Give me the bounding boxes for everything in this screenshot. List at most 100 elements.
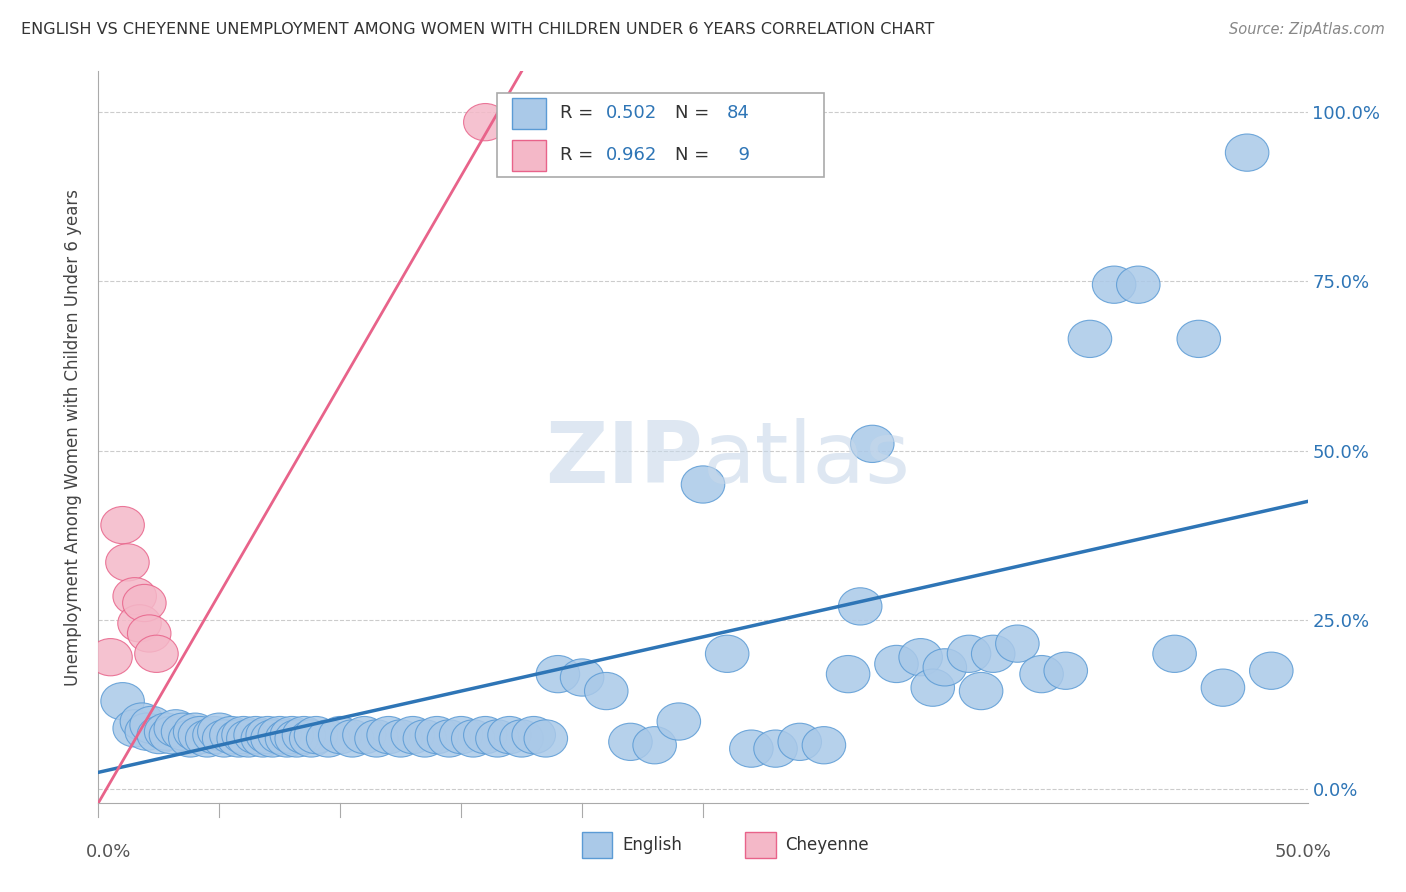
Ellipse shape <box>995 625 1039 662</box>
Ellipse shape <box>354 720 398 757</box>
Ellipse shape <box>367 716 411 754</box>
Ellipse shape <box>1019 656 1063 693</box>
Ellipse shape <box>173 713 217 750</box>
Ellipse shape <box>440 716 482 754</box>
Ellipse shape <box>778 723 821 761</box>
Ellipse shape <box>730 730 773 767</box>
Ellipse shape <box>283 716 326 754</box>
Ellipse shape <box>120 703 163 740</box>
Ellipse shape <box>827 656 870 693</box>
Ellipse shape <box>1092 266 1136 303</box>
Ellipse shape <box>319 716 361 754</box>
FancyBboxPatch shape <box>498 94 824 178</box>
Ellipse shape <box>959 673 1002 710</box>
Ellipse shape <box>657 703 700 740</box>
Ellipse shape <box>259 716 301 754</box>
Ellipse shape <box>290 720 333 757</box>
Ellipse shape <box>226 720 270 757</box>
Ellipse shape <box>330 720 374 757</box>
Ellipse shape <box>754 730 797 767</box>
Ellipse shape <box>1177 320 1220 358</box>
Ellipse shape <box>1201 669 1244 706</box>
Text: 0.0%: 0.0% <box>86 843 132 861</box>
Ellipse shape <box>464 103 508 141</box>
FancyBboxPatch shape <box>512 140 546 170</box>
Ellipse shape <box>1250 652 1294 690</box>
Text: N =: N = <box>675 146 710 164</box>
FancyBboxPatch shape <box>512 98 546 128</box>
Text: 0.502: 0.502 <box>606 104 658 122</box>
Ellipse shape <box>524 720 568 757</box>
Ellipse shape <box>276 720 319 757</box>
Ellipse shape <box>1153 635 1197 673</box>
Text: 9: 9 <box>727 146 751 164</box>
Ellipse shape <box>1069 320 1112 358</box>
Ellipse shape <box>948 635 991 673</box>
Ellipse shape <box>233 716 277 754</box>
Ellipse shape <box>179 716 222 754</box>
Ellipse shape <box>186 720 229 757</box>
Ellipse shape <box>561 659 603 696</box>
Ellipse shape <box>307 720 350 757</box>
Ellipse shape <box>198 713 240 750</box>
Ellipse shape <box>145 713 188 750</box>
Ellipse shape <box>682 466 724 503</box>
Ellipse shape <box>1045 652 1087 690</box>
Text: 0.962: 0.962 <box>606 146 658 164</box>
Ellipse shape <box>475 720 519 757</box>
Ellipse shape <box>609 723 652 761</box>
Ellipse shape <box>512 716 555 754</box>
Ellipse shape <box>924 648 966 686</box>
Text: 84: 84 <box>727 104 749 122</box>
Ellipse shape <box>222 716 266 754</box>
Ellipse shape <box>101 507 145 544</box>
Ellipse shape <box>101 682 145 720</box>
Ellipse shape <box>149 716 193 754</box>
Ellipse shape <box>270 716 314 754</box>
Ellipse shape <box>803 727 845 764</box>
Text: 50.0%: 50.0% <box>1275 843 1331 861</box>
Ellipse shape <box>585 673 628 710</box>
Ellipse shape <box>118 605 162 642</box>
Text: atlas: atlas <box>703 417 911 500</box>
Ellipse shape <box>898 639 942 676</box>
Text: Source: ZipAtlas.com: Source: ZipAtlas.com <box>1229 22 1385 37</box>
Ellipse shape <box>112 578 156 615</box>
Ellipse shape <box>250 720 294 757</box>
Ellipse shape <box>138 716 180 754</box>
Text: R =: R = <box>561 104 599 122</box>
Ellipse shape <box>501 720 543 757</box>
Ellipse shape <box>415 716 458 754</box>
Ellipse shape <box>1226 134 1268 171</box>
Ellipse shape <box>209 716 253 754</box>
Text: ENGLISH VS CHEYENNE UNEMPLOYMENT AMONG WOMEN WITH CHILDREN UNDER 6 YEARS CORRELA: ENGLISH VS CHEYENNE UNEMPLOYMENT AMONG W… <box>21 22 935 37</box>
Text: Cheyenne: Cheyenne <box>785 836 869 855</box>
Ellipse shape <box>1116 266 1160 303</box>
Ellipse shape <box>135 635 179 673</box>
Ellipse shape <box>851 425 894 462</box>
Text: N =: N = <box>675 104 710 122</box>
Ellipse shape <box>246 716 290 754</box>
Ellipse shape <box>240 720 284 757</box>
Text: ZIP: ZIP <box>546 417 703 500</box>
FancyBboxPatch shape <box>582 832 613 858</box>
Ellipse shape <box>451 720 495 757</box>
Ellipse shape <box>125 713 169 750</box>
Ellipse shape <box>169 720 212 757</box>
Ellipse shape <box>294 716 337 754</box>
Ellipse shape <box>911 669 955 706</box>
Ellipse shape <box>875 645 918 682</box>
Ellipse shape <box>972 635 1015 673</box>
Ellipse shape <box>633 727 676 764</box>
Ellipse shape <box>488 716 531 754</box>
Ellipse shape <box>193 716 236 754</box>
Text: R =: R = <box>561 146 599 164</box>
Ellipse shape <box>89 639 132 676</box>
Ellipse shape <box>391 716 434 754</box>
Ellipse shape <box>266 720 309 757</box>
Ellipse shape <box>122 584 166 622</box>
Y-axis label: Unemployment Among Women with Children Under 6 years: Unemployment Among Women with Children U… <box>65 188 83 686</box>
Ellipse shape <box>202 720 246 757</box>
Ellipse shape <box>343 716 387 754</box>
Ellipse shape <box>464 716 508 754</box>
